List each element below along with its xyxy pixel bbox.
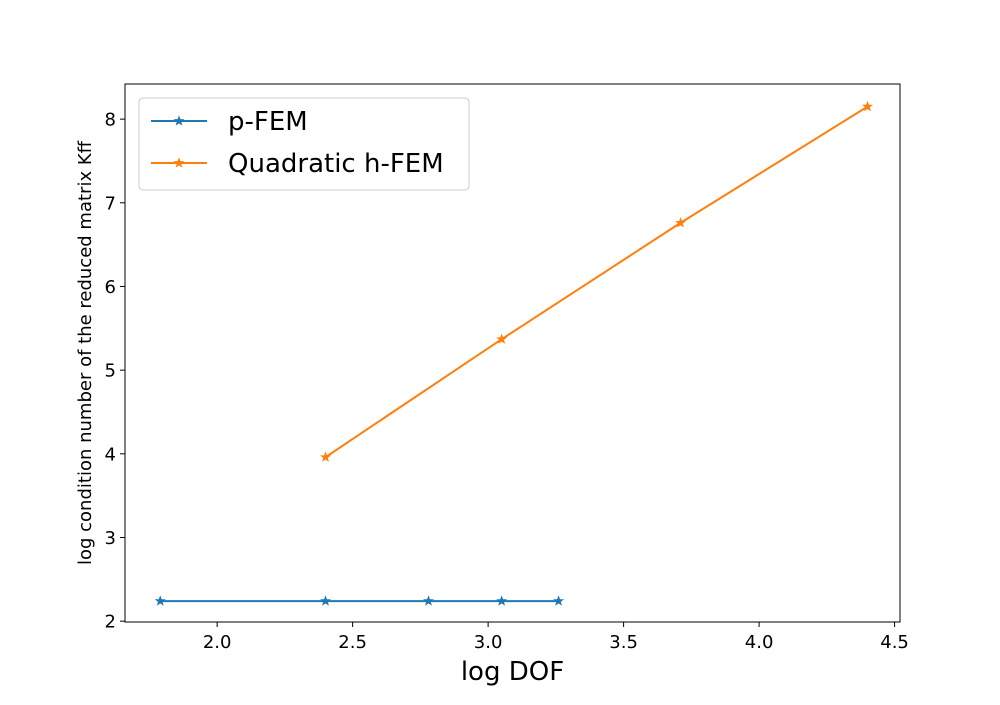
series-2 — [320, 100, 873, 462]
y-tick-label: 2 — [105, 612, 116, 633]
x-tick-label: 4.0 — [745, 632, 774, 653]
series-layer — [154, 100, 873, 606]
y-tick-label: 4 — [105, 444, 116, 465]
data-point — [320, 451, 332, 462]
legend-marker — [173, 157, 185, 168]
y-tick-label: 6 — [105, 277, 116, 298]
y-axis-label: log condition number of the reduced matr… — [75, 140, 96, 565]
series-line — [324, 105, 869, 459]
legend-label: Quadratic h-FEM — [228, 149, 444, 179]
data-point — [553, 595, 565, 606]
data-point — [496, 595, 508, 606]
legend-label: p-FEM — [228, 107, 308, 137]
data-point — [154, 595, 166, 606]
legend-marker — [173, 115, 185, 126]
data-point — [675, 217, 686, 228]
x-axis-label: log DOF — [461, 657, 564, 687]
data-point — [320, 595, 332, 606]
x-tick-label: 2.0 — [203, 632, 232, 653]
series-1 — [154, 595, 565, 606]
axes: 2.0 2.5 3.0 3.5 4.0 4.5 2 3 4 5 6 7 8 log DOF log cond… — [75, 83, 909, 687]
y-tick-label: 7 — [105, 193, 116, 214]
data-point — [862, 100, 873, 112]
data-point — [496, 333, 508, 344]
x-tick-label: 2.5 — [338, 632, 367, 653]
y-tick-label: 3 — [105, 528, 116, 549]
data-point — [423, 595, 434, 606]
x-tick-label: 4.5 — [880, 632, 909, 653]
plot-frame — [124, 83, 901, 623]
y-tick-label: 5 — [105, 361, 116, 382]
x-tick-label: 3.5 — [609, 632, 638, 653]
legend-box — [138, 97, 470, 191]
legend: p-FEM Quadratic h-FEM — [138, 97, 470, 191]
y-tick-label: 8 — [105, 110, 116, 131]
x-tick-label: 3.0 — [474, 632, 503, 653]
